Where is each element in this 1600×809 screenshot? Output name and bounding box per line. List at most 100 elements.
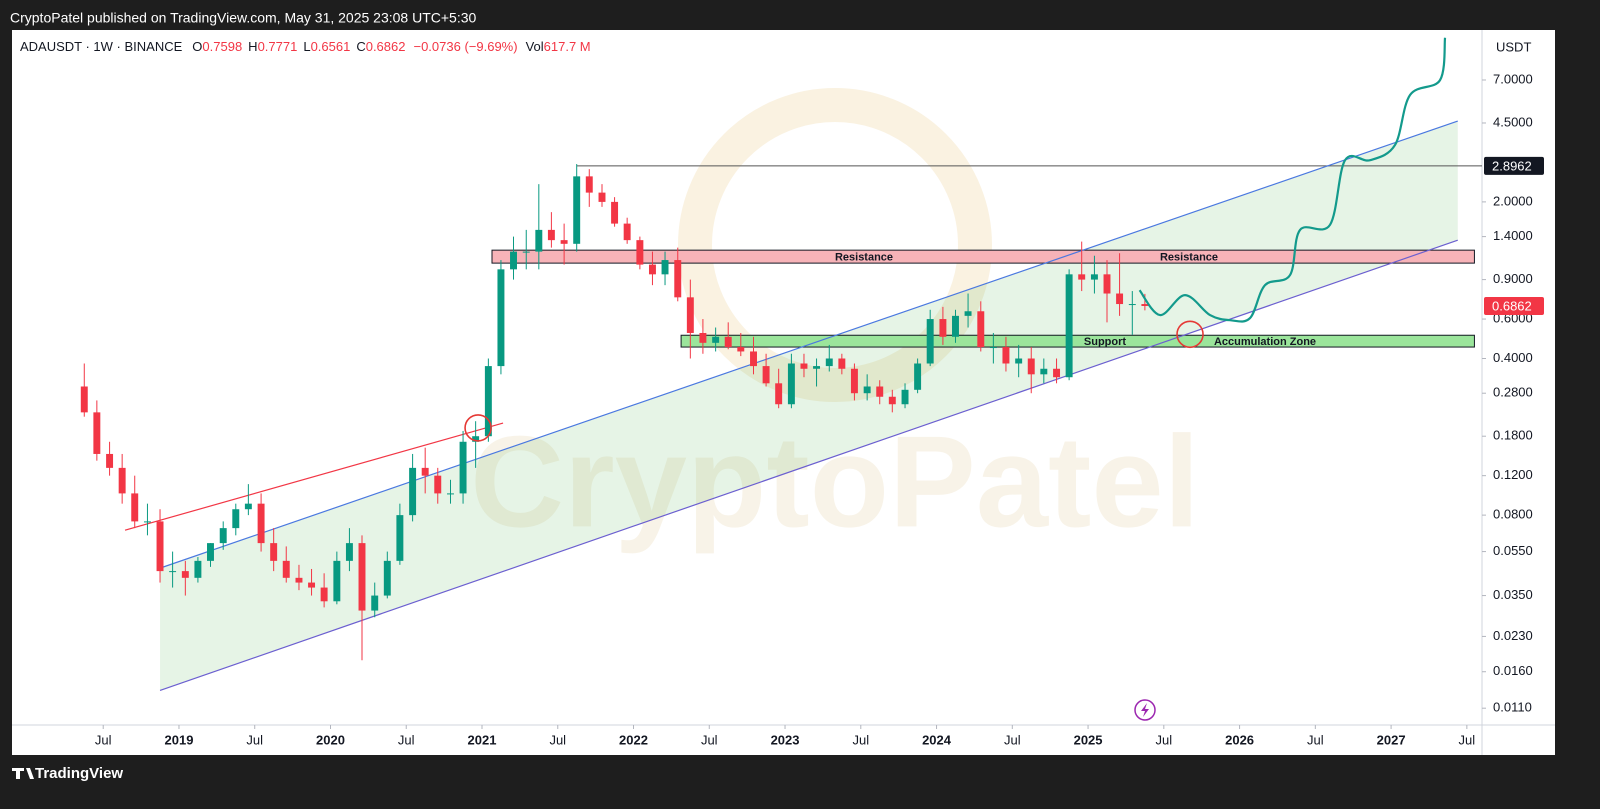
candle-body <box>535 229 543 252</box>
y-tick-label: 0.0230 <box>1493 628 1533 643</box>
candle-body <box>724 336 732 348</box>
candle-body <box>118 467 126 494</box>
legend-close: 0.6862 <box>366 39 406 54</box>
candle-body <box>106 453 114 468</box>
candle-body <box>977 311 985 348</box>
y-tick-label: 2.0000 <box>1493 193 1533 208</box>
ohlc-legend: ADAUSDT · 1W · BINANCE O0.7598 H0.7771 L0.6… <box>20 39 591 54</box>
y-tick-label: 0.1200 <box>1493 467 1533 482</box>
level-price-box <box>1484 156 1544 175</box>
candle-body <box>623 223 631 241</box>
candle-body <box>1015 358 1023 364</box>
highlight-circle <box>1176 320 1204 349</box>
candle-body <box>750 351 757 367</box>
legend-change: −0.0736 (−9.69%) <box>413 39 517 54</box>
zone-label: Accumulation Zone <box>1214 336 1316 348</box>
candle-body <box>345 543 353 561</box>
candle-body <box>522 251 530 253</box>
highlight-circle <box>464 414 492 442</box>
candle-body <box>1053 368 1061 378</box>
legend-h-label: H <box>248 39 257 54</box>
candle-body <box>598 192 606 202</box>
candle-body <box>686 297 694 333</box>
candle-body <box>295 577 303 583</box>
candle-body <box>497 269 505 367</box>
candle-body <box>775 383 783 405</box>
x-tick-label: 2021 <box>468 732 497 747</box>
x-tick-label: Jul <box>246 732 263 747</box>
candle-body <box>850 368 858 394</box>
plot-area: Resistance Resistance Support Accumulation … <box>80 37 1482 692</box>
watermark-group: CryptoPatel <box>470 88 1200 554</box>
y-tick-label: 7.0000 <box>1493 71 1533 86</box>
candle-body <box>472 436 480 442</box>
zone <box>491 249 1475 264</box>
lightning-icon[interactable] <box>1134 699 1156 721</box>
candle-body <box>939 319 947 337</box>
candle-body <box>787 363 795 405</box>
candle-body <box>674 260 682 298</box>
candle-body <box>762 366 770 384</box>
candle-body <box>282 560 290 578</box>
candle-body <box>80 386 88 413</box>
x-tick-label: Jul <box>1004 732 1021 747</box>
y-tick-label: 0.0160 <box>1493 663 1533 678</box>
candle-body <box>636 240 644 265</box>
candle-body <box>358 543 366 611</box>
legend-high: 0.7771 <box>258 39 298 54</box>
last-price-box <box>1484 296 1544 315</box>
currency-label: USDT <box>1496 39 1531 54</box>
candle-body <box>131 493 139 522</box>
y-tick-label: 0.0800 <box>1493 507 1533 522</box>
candle-body <box>573 176 581 244</box>
candle-body <box>989 347 997 349</box>
zone-label: Support <box>1084 336 1126 348</box>
legend-o-label: O <box>192 39 202 54</box>
candle-body <box>1040 368 1048 375</box>
y-tick-label: 1.4000 <box>1493 228 1533 243</box>
candle-body <box>207 543 214 561</box>
candle-body <box>333 560 341 602</box>
candle-body <box>510 251 517 270</box>
candle-body <box>459 441 467 494</box>
candle-body <box>699 332 707 343</box>
legend-c-label: C <box>356 39 365 54</box>
candle-body <box>396 515 404 561</box>
candle-body <box>547 229 555 241</box>
legend-vol-label: Vol <box>526 39 544 54</box>
x-tick-label: 2024 <box>922 732 952 747</box>
candle-body <box>447 493 454 495</box>
x-tick-label: Jul <box>1156 732 1173 747</box>
candle-body <box>1078 274 1086 280</box>
candle-body <box>434 475 442 494</box>
x-tick-label: 2025 <box>1074 732 1103 747</box>
candle-body <box>952 315 959 337</box>
x-tick-label: Jul <box>1459 732 1476 747</box>
candle-body <box>611 201 619 224</box>
candle-body <box>813 366 821 369</box>
candle-body <box>143 521 151 523</box>
candle-body <box>409 467 417 516</box>
footer-brand: TradingView <box>35 765 123 782</box>
trendline <box>159 239 1458 692</box>
x-tick-label: Jul <box>95 732 112 747</box>
candle-body <box>93 412 101 454</box>
zone <box>680 334 1475 348</box>
legend-symbol: ADAUSDT · 1W · BINANCE <box>20 39 183 54</box>
x-tick-label: 2020 <box>316 732 345 747</box>
trendline <box>159 120 1458 569</box>
candle-body <box>901 389 909 405</box>
candle-body <box>244 503 252 510</box>
x-tick-label: Jul <box>549 732 566 747</box>
candle-body <box>648 264 656 275</box>
candle-body <box>219 528 227 544</box>
candle-body <box>232 509 240 529</box>
candle-body <box>585 176 593 193</box>
candle-body <box>661 260 669 275</box>
candle-body <box>1027 358 1035 375</box>
y-tick-label: 0.0550 <box>1493 543 1533 558</box>
publish-header: CryptoPatel published on TradingView.com… <box>10 10 477 26</box>
x-tick-label: Jul <box>701 732 718 747</box>
